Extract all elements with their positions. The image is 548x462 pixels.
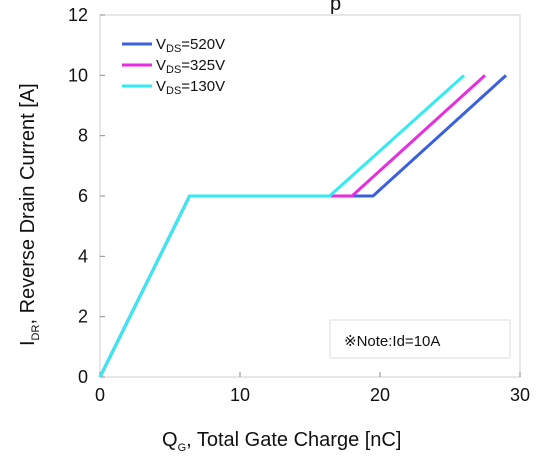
y-tick-label: 8 [78, 126, 88, 146]
x-axis-title-main: Q [162, 429, 178, 451]
y-axis-title-main: I [17, 340, 39, 346]
x-axis-title-rest: , Total Gate Charge [nC] [186, 429, 401, 451]
note-background [329, 319, 511, 359]
note-text: ※Note:Id=10A [344, 333, 440, 350]
y-axis-title: IDR, Reverse Drain Current [A] [17, 83, 42, 346]
y-axis-title-sub: DR [30, 324, 42, 340]
legend-label-rest: =130V [181, 78, 225, 95]
legend-label-main: V [156, 57, 166, 74]
y-axis-ticks: 0 2 4 6 8 10 12 [68, 5, 105, 387]
x-axis-title: QG, Total Gate Charge [nC] [162, 429, 401, 454]
x-axis-title-sub: G [178, 442, 187, 454]
legend-label-sub: DS [166, 64, 181, 76]
legend-label-sub: DS [166, 85, 181, 97]
y-tick-label: 6 [78, 186, 88, 206]
legend-label-3: VDS=130V [156, 78, 225, 97]
y-tick-label: 0 [78, 367, 88, 387]
y-tick-label: 12 [68, 5, 88, 25]
legend-label-main: V [156, 36, 166, 53]
legend-label-1: VDS=520V [156, 36, 225, 55]
series-lines [98, 74, 508, 378]
y-tick-label: 10 [68, 65, 88, 85]
legend-label-rest: =520V [181, 36, 225, 53]
x-tick-label: 30 [510, 385, 530, 405]
note-box: ※Note:Id=10A [329, 319, 511, 359]
legend-label-main: V [156, 78, 166, 95]
y-axis-title-rest: , Reverse Drain Current [A] [17, 83, 39, 324]
x-axis-ticks: 0 10 20 30 [95, 372, 530, 405]
x-tick-label: 20 [370, 385, 390, 405]
y-tick-label: 4 [78, 246, 88, 266]
x-tick-label: 10 [230, 385, 250, 405]
chart-title-fragment: p [330, 0, 341, 15]
legend-label-rest: =325V [181, 57, 225, 74]
legend-label-sub: DS [166, 43, 181, 55]
x-tick-label: 0 [95, 385, 105, 405]
y-tick-label: 2 [78, 307, 88, 327]
legend-label-2: VDS=325V [156, 57, 225, 76]
series-line-3 [98, 74, 466, 378]
